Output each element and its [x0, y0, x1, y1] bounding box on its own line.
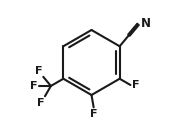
- Text: F: F: [30, 81, 38, 91]
- Text: F: F: [132, 80, 139, 90]
- Text: F: F: [35, 66, 42, 76]
- Text: F: F: [90, 109, 97, 119]
- Text: F: F: [37, 98, 44, 108]
- Text: N: N: [140, 17, 150, 30]
